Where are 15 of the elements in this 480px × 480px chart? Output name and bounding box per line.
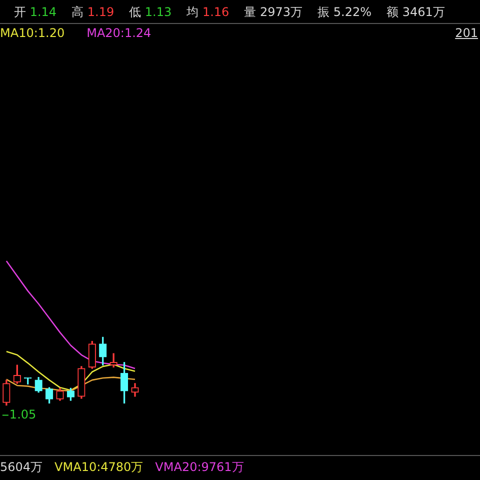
text: 高 1.19 <box>72 4 114 21</box>
text: 额 3461万 <box>386 4 445 21</box>
text: 低 1.13 <box>129 4 172 21</box>
text: 1.05 <box>9 407 36 422</box>
text: 5604万 <box>0 459 43 476</box>
text: 振 5.22% <box>318 4 372 21</box>
text: VMA20:9761万 <box>155 459 244 476</box>
text: VMA10:4780万 <box>54 459 144 476</box>
text: MA20:1.24 <box>86 26 152 40</box>
text: MA10:1.20 <box>0 26 65 40</box>
candlestick <box>110 353 118 368</box>
text: 201 <box>455 26 478 40</box>
text: 均 1.16 <box>186 4 230 21</box>
text: 量 2973万 <box>244 4 303 21</box>
text: 开 1.14 <box>14 4 57 21</box>
